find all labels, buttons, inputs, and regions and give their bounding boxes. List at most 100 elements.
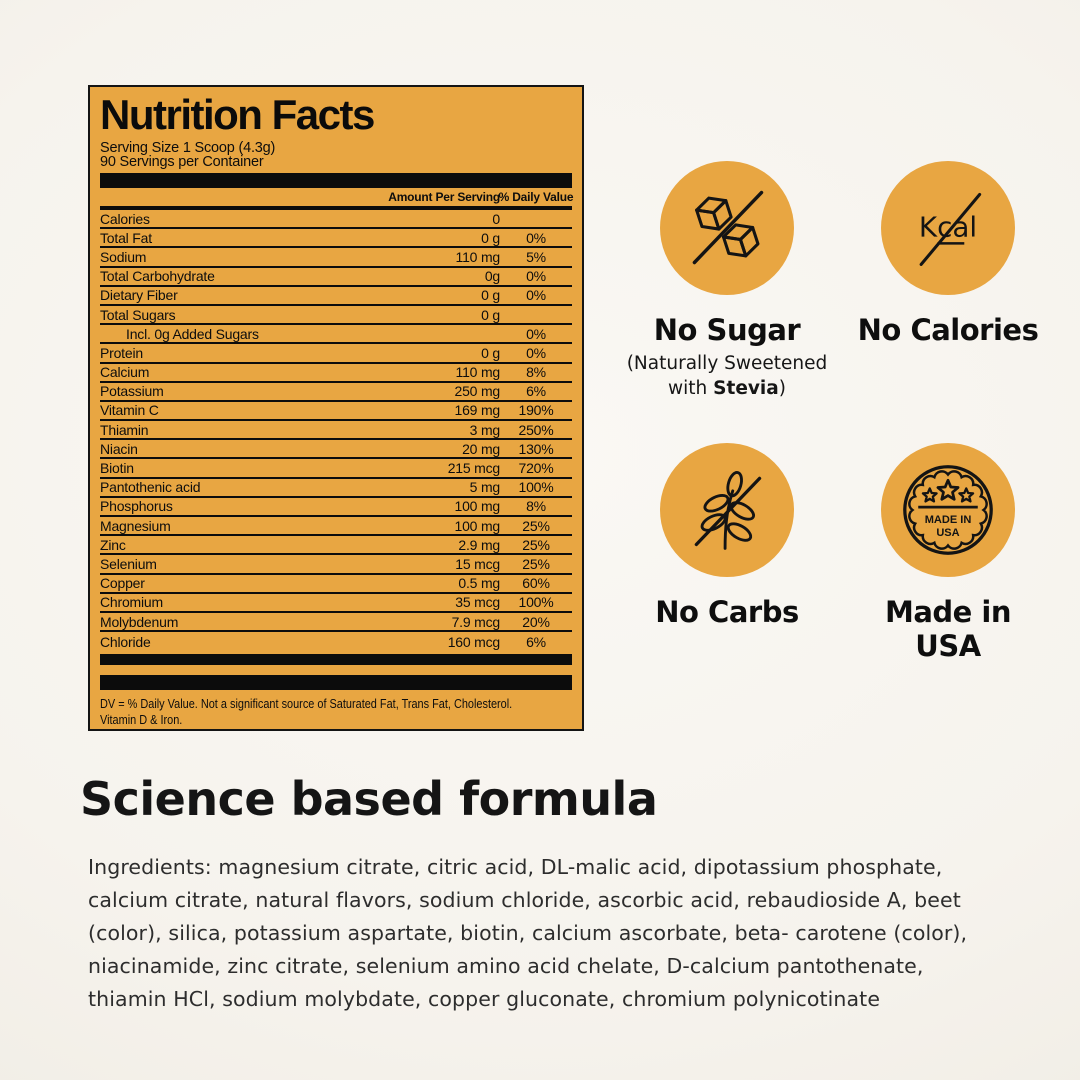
nutrient-daily-value: 25%: [522, 517, 550, 534]
divider-bar-medium: [100, 206, 572, 210]
nutrient-amount: 3 mg: [469, 421, 501, 438]
nutrient-name: Calcium: [100, 364, 150, 381]
no-sugar-subtitle-line2-pre: with: [668, 378, 714, 399]
nutrient-amount: 0g: [484, 268, 500, 285]
nutrient-daily-value: 6%: [526, 633, 546, 650]
nutrient-daily-value: 0%: [526, 268, 546, 285]
badge-made-in-usa: MADE IN USA Made in USA: [828, 443, 1068, 662]
amount-per-serving-header: Amount Per Serving: [388, 190, 500, 204]
nutrient-amount: 5 mg: [469, 479, 501, 496]
nutrient-row: Pantothenic acid 5 mg 100%: [100, 479, 572, 498]
nutrient-daily-value: 100%: [518, 479, 554, 496]
badge-no-carbs: No Carbs: [607, 443, 847, 628]
nutrient-row: Molybdenum 7.9 mcg 20%: [100, 613, 572, 633]
made-in-usa-label-line1: Made in: [884, 595, 1012, 629]
nutrient-daily-value: 20%: [522, 613, 550, 630]
sugar-cubes-crossed-icon: [692, 190, 764, 265]
nutrient-amount: 0 g: [481, 344, 500, 361]
nutrient-name: Total Sugars: [100, 306, 176, 323]
nutrient-name: Chromium: [100, 594, 163, 611]
nutrient-daily-value: 0%: [526, 344, 546, 361]
nutrient-name: Total Carbohydrate: [100, 268, 215, 285]
nutrient-row: Protein 0 g 0%: [100, 344, 572, 364]
nutrient-amount: 0 g: [481, 229, 500, 246]
nutrient-name: Biotin: [100, 460, 134, 477]
nutrient-row: Chloride 160 mcg 6%: [100, 632, 572, 651]
bottom-section: Science based formula Ingredients: magne…: [80, 773, 1010, 1016]
nutrient-name: Magnesium: [100, 517, 171, 534]
footnote-line-1: DV = % Daily Value. Not a significant so…: [100, 696, 513, 712]
nutrient-amount: 215 mcg: [447, 460, 500, 477]
nutrition-facts-label: Nutrition Facts Serving Size 1 Scoop (4.…: [88, 85, 584, 731]
nutrient-amount: 15 mcg: [455, 555, 500, 572]
divider-bar-bottom-2: [100, 675, 572, 691]
nutrient-daily-value: 0%: [526, 287, 546, 304]
no-sugar-subtitle: (Naturally Sweetened with Stevia): [607, 351, 847, 401]
nutrient-daily-value: 8%: [526, 364, 546, 381]
no-sugar-circle: [660, 161, 794, 295]
star-right: [958, 487, 975, 503]
nutrient-name: Calories: [100, 210, 150, 227]
nutrient-row: Magnesium 100 mg 25%: [100, 517, 572, 537]
nutrient-daily-value: 25%: [522, 536, 550, 553]
no-sugar-subtitle-line2-post: ): [778, 378, 786, 399]
footnote-line-2: Vitamin D & Iron.: [100, 712, 183, 728]
nutrient-amount: 100 mg: [454, 498, 501, 515]
nutrient-row: Calcium 110 mg 8%: [100, 364, 572, 383]
kcal-crossed-icon: Kcal: [919, 192, 982, 266]
no-calories-label: No Calories: [857, 313, 1039, 347]
nutrient-row: Potassium 250 mg 6%: [100, 383, 572, 402]
nutrient-amount: 110 mg: [455, 364, 501, 381]
nutrient-name: Vitamin C: [100, 402, 159, 419]
nutrient-row: Chromium 35 mcg 100%: [100, 594, 572, 613]
star-center: [936, 478, 960, 501]
nutrient-name: Zinc: [100, 536, 126, 553]
no-carbs-circle: [660, 443, 794, 577]
nutrient-daily-value: 130%: [518, 440, 554, 457]
nutrient-amount: 0 g: [481, 306, 500, 323]
nutrient-name: Thiamin: [100, 421, 149, 438]
nutrient-amount: 100 mg: [454, 517, 501, 534]
seal-text-usa: USA: [936, 527, 959, 539]
nutrient-row: Selenium 15 mcg 25%: [100, 555, 572, 575]
nutrient-row: Total Carbohydrate 0g 0%: [100, 268, 572, 287]
seal-text-made-in: MADE IN: [925, 514, 972, 526]
nutrient-name: Potassium: [100, 383, 164, 400]
no-carbs-label: No Carbs: [655, 595, 799, 629]
nutrient-name: Copper: [100, 575, 145, 592]
made-in-usa-label-line2: USA: [915, 629, 981, 663]
kcal-text: Kcal: [919, 211, 977, 244]
nutrient-row: Copper 0.5 mg 60%: [100, 575, 572, 594]
headline: Science based formula: [80, 772, 658, 826]
nutrient-name: Chloride: [100, 633, 151, 650]
nutrient-daily-value: 60%: [522, 575, 550, 592]
servings-per-container-text: 90 Servings per Container: [100, 153, 264, 170]
nutrient-row: Total Fat 0 g 0%: [100, 229, 572, 249]
nutrient-amount: 20 mg: [462, 440, 500, 457]
daily-value-header: % Daily Value: [498, 190, 574, 204]
nutrient-daily-value: 25%: [522, 555, 550, 572]
nutrient-name: Total Fat: [100, 229, 152, 246]
nutrient-row: Calories 0: [100, 210, 572, 230]
nutrient-rows: Calories 0 Total Fat 0 g 0% Sodium 110 mg 5% Tot…: [100, 210, 572, 651]
nutrient-amount: 110 mg: [455, 248, 501, 265]
nutrient-row: Vitamin C 169 mg 190%: [100, 402, 572, 422]
nutrient-amount: 2.9 mg: [458, 536, 500, 553]
serving-size-text: Serving Size 1 Scoop (4.3g): [100, 140, 276, 156]
nutrient-amount: 160 mcg: [447, 633, 500, 650]
nutrient-name: Dietary Fiber: [100, 287, 178, 304]
nutrient-name: Sodium: [100, 248, 147, 265]
nutrient-amount: 0 g: [481, 287, 500, 304]
nutrient-row: Sodium 110 mg 5%: [100, 248, 572, 268]
label-title: Nutrition Facts: [100, 91, 375, 138]
made-in-usa-circle: MADE IN USA: [881, 443, 1015, 577]
no-sugar-label: No Sugar: [653, 313, 801, 347]
nutrient-daily-value: 720%: [518, 460, 554, 477]
divider-bar-thick: [100, 173, 572, 188]
nutrient-row: Phosphorus 100 mg 8%: [100, 498, 572, 517]
label-footnote: DV = % Daily Value. Not a significant so…: [100, 696, 572, 728]
wheat-crossed-icon: [694, 471, 762, 550]
no-sugar-subtitle-line1: (Naturally Sweetened: [626, 353, 828, 374]
nutrient-row: Biotin 215 mcg 720%: [100, 459, 572, 479]
